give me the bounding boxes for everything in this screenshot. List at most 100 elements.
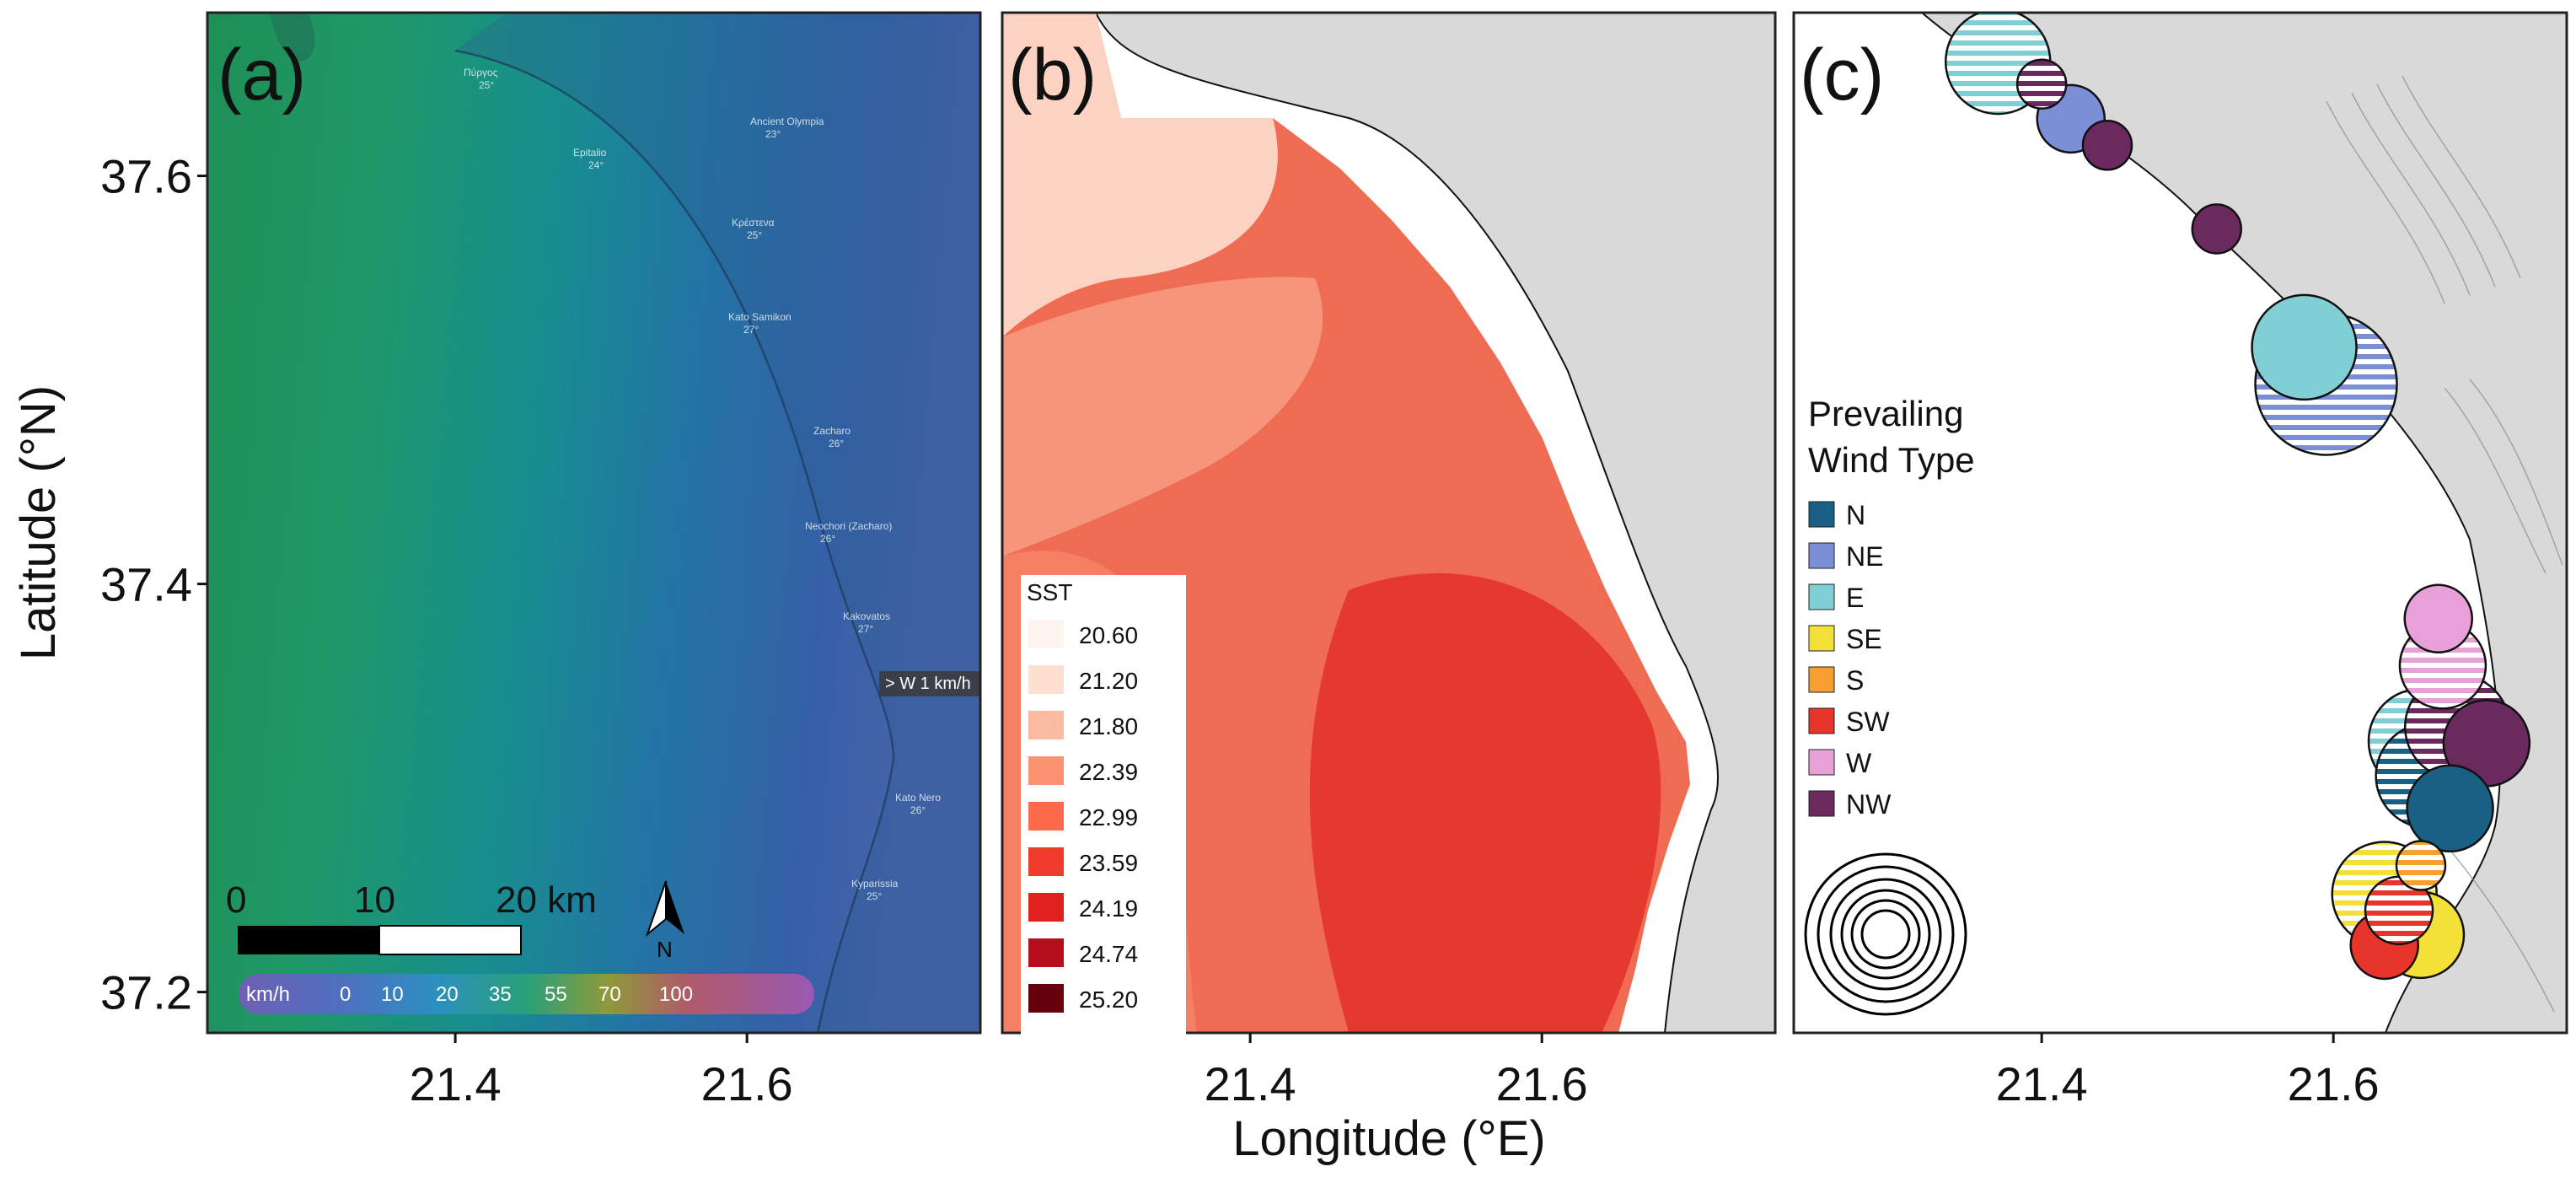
wind-legend-label: N [1846, 500, 1865, 530]
scale-label-20: 20 km [496, 879, 597, 921]
town-name: Zacharo [813, 425, 851, 437]
sst-value: 25.20 [1079, 986, 1138, 1013]
wind-legend-label: NW [1846, 789, 1892, 820]
sst-swatch [1028, 802, 1064, 831]
town-temp: 25° [747, 229, 762, 241]
headland [270, 13, 315, 62]
wind-bubble [2191, 203, 2243, 255]
sst-value: 22.39 [1079, 759, 1138, 785]
panel-b-land [1094, 13, 1775, 1033]
wind-bubble [2395, 840, 2447, 891]
wind-legend-swatch [1808, 749, 1835, 776]
y-tick-label: 37.4 [100, 558, 192, 611]
x-tick-label: 21.4 [1205, 1057, 1296, 1110]
sst-swatch [1028, 938, 1064, 967]
wind-scale-value: 100 [659, 983, 693, 1006]
sst-legend: SST 20.60 21.20 21.80 22.39 22.99 23.59 24.19 2… [1021, 575, 1186, 1035]
sst-swatch [1028, 984, 1064, 1013]
coastline [454, 49, 895, 1033]
sst-warm-core [1309, 572, 1661, 1033]
x-tick-label: 21.4 [410, 1057, 502, 1110]
wind-legend-label: S [1846, 665, 1864, 696]
sst-value: 21.80 [1079, 713, 1138, 739]
panel-c-frame [1792, 11, 2568, 1035]
sst-swatch [1028, 756, 1064, 785]
x-tick-label: 21.4 [1996, 1057, 2088, 1110]
sst-swatch [1028, 620, 1064, 648]
bathymetry-contours [2326, 75, 2563, 1013]
town-name: Ancient Olympia [750, 116, 824, 127]
wind-bubble [2015, 58, 2068, 110]
panel-c-letter: (c) [1800, 35, 1884, 116]
wind-speed-bar [239, 974, 814, 1014]
wind-bubble [2081, 120, 2133, 171]
town-temp: 25° [479, 79, 494, 91]
town-name: Kato Samikon [728, 311, 792, 323]
panel-a-frame [206, 11, 982, 1035]
wind-bubble [2251, 293, 2358, 401]
y-tick-label: 37.6 [100, 150, 192, 203]
town-temp: 25° [867, 890, 882, 902]
wind-tag: > W 1 km/h [885, 675, 971, 693]
wind-legend-swatch [1808, 707, 1835, 734]
wind-unit: km/h [246, 983, 290, 1006]
axes: Latitude (°N) Longitude (°E) 37.6 37.4 37.… [11, 150, 2380, 1166]
panel-a-letter: (a) [217, 35, 306, 116]
scale-label-0: 0 [226, 879, 246, 921]
town-name: Πύργος [464, 67, 498, 78]
wind-scale-value: 55 [545, 983, 567, 1006]
scale-label-10: 10 [354, 879, 395, 921]
sst-value: 23.59 [1079, 850, 1138, 876]
wind-bubble [2403, 583, 2473, 653]
scale-bar: 0 10 20 km [226, 879, 597, 955]
wind-legend-swatch [1808, 625, 1835, 652]
wind-scale-value: 35 [489, 983, 512, 1006]
town-name: Kakovatos [843, 610, 890, 622]
wind-scale-value: 0 [340, 983, 351, 1006]
sst-value: 24.74 [1079, 941, 1138, 967]
wind-speed-scale: km/h 0 10 20 35 55 70 100 [239, 974, 814, 1014]
wind-legend-swatch [1808, 501, 1835, 528]
sst-swatch [1028, 711, 1064, 739]
north-label: N [657, 937, 673, 962]
wind-legend-label: E [1846, 583, 1864, 613]
town-name: Epitalio [573, 147, 607, 159]
y-tick-label: 37.2 [100, 966, 192, 1019]
wind-legend-title-2: Wind Type [1808, 440, 1975, 480]
x-tick-label: 21.6 [1496, 1057, 1588, 1110]
bubble-size-key [1804, 852, 1967, 1016]
sst-value: 24.19 [1079, 895, 1138, 922]
sst-legend-title: SST [1027, 579, 1072, 605]
wind-legend-swatch [1808, 666, 1835, 693]
panel-b-frame [1001, 11, 1777, 1035]
wind-bubble [2406, 764, 2494, 853]
x-axis-title: Longitude (°E) [1232, 1111, 1545, 1166]
wind-legend-title-1: Prevailing [1808, 394, 1963, 433]
wind-legend-swatch [1808, 790, 1835, 817]
wind-legend-label: SW [1846, 707, 1890, 737]
town-name: Kato Nero [895, 792, 941, 804]
wind-legend-swatch [1808, 583, 1835, 610]
north-arrow-icon: N [645, 880, 684, 962]
panel-c: (c) Prevailing Wind Type N NE E SE S SW W NW [1792, 11, 2568, 1035]
sst-swatch [1028, 847, 1064, 876]
town-name: Κρέστενα [732, 217, 775, 228]
town-temp: 26° [820, 533, 835, 545]
town-temp: 26° [910, 804, 926, 816]
sst-value: 21.20 [1079, 668, 1138, 694]
panel-b-letter: (b) [1008, 35, 1097, 116]
x-tick-label: 21.6 [701, 1057, 793, 1110]
town-name: Kyparissia [851, 878, 899, 890]
sst-swatch [1028, 893, 1064, 922]
sst-value: 20.60 [1079, 622, 1138, 648]
town-temp: 27° [743, 324, 759, 336]
wind-scale-value: 20 [436, 983, 459, 1006]
sst-cool-north [1002, 13, 1278, 337]
town-temp: 27° [858, 623, 873, 635]
town-temp: 24° [588, 159, 604, 171]
land-shading [455, 13, 980, 1033]
x-tick-label: 21.6 [2288, 1057, 2380, 1110]
sst-value: 22.99 [1079, 804, 1138, 831]
